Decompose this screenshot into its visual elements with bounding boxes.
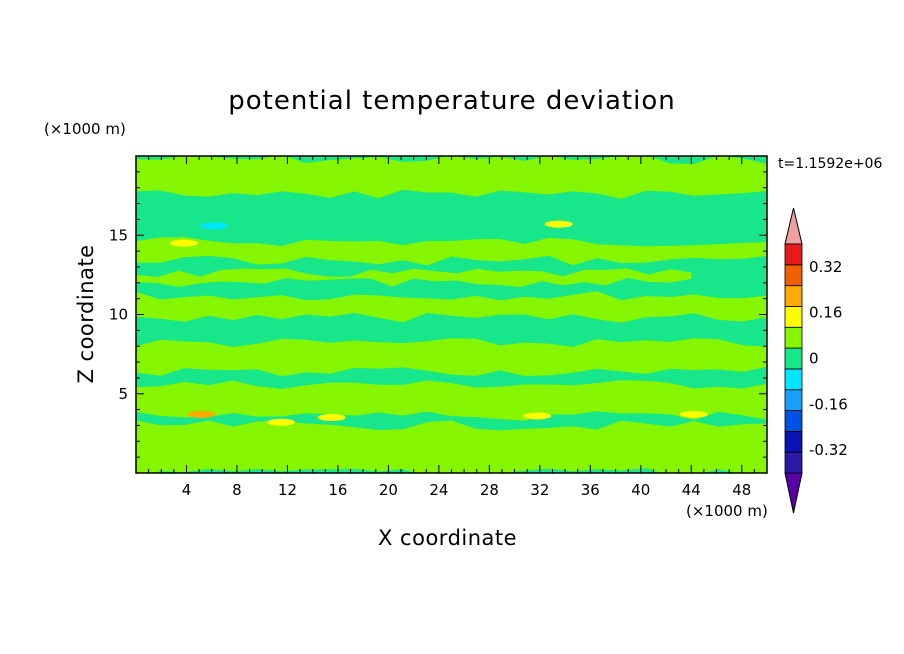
contour-hotspot	[187, 410, 216, 418]
x-tick-label: 36	[581, 481, 600, 499]
x-axis-ticks: 4 8 12 16 20 24 28 32 36 40 44 48	[148, 156, 755, 499]
contour-fills	[136, 156, 767, 473]
colorbar-box	[784, 451, 803, 474]
contour-hotspot	[679, 410, 708, 418]
contour-band	[136, 291, 767, 323]
x-tick-label: 40	[631, 481, 650, 499]
contour-hotspot	[200, 222, 229, 230]
contour-band	[136, 380, 767, 421]
x-tick-label: 44	[682, 481, 701, 499]
y-axis-label: Z coordinate	[74, 244, 98, 384]
contour-hotspot	[317, 414, 346, 422]
colorbar-box	[784, 430, 803, 453]
chart-title: potential temperature deviation	[228, 86, 676, 116]
colorbar-box	[784, 264, 803, 287]
x-axis-label: X coordinate	[378, 526, 518, 550]
x-tick-label: 16	[328, 481, 347, 499]
x-axis-unit: (×1000 m)	[686, 502, 768, 520]
colorbar-label: -0.32	[809, 441, 848, 459]
contour-band	[136, 338, 767, 377]
x-tick-label: 48	[732, 481, 751, 499]
y-tick-label: 10	[109, 306, 128, 324]
colorbar-box	[784, 368, 803, 391]
x-tick-label: 8	[232, 481, 242, 499]
x-tick-label: 28	[480, 481, 499, 499]
colorbar-box	[784, 326, 803, 349]
y-tick-label: 15	[109, 226, 128, 244]
colorbar-box	[784, 306, 803, 328]
colorbar-label: 0.16	[809, 304, 842, 322]
colorbar-label: 0	[809, 350, 819, 368]
colorbar-arrow-bottom	[784, 472, 803, 514]
x-tick-label: 20	[379, 481, 398, 499]
colorbar-box	[784, 347, 803, 370]
colorbar-label: -0.16	[809, 395, 848, 413]
z-axis-unit: (×1000 m)	[44, 120, 126, 138]
x-tick-label: 12	[278, 481, 297, 499]
x-tick-label: 32	[530, 481, 549, 499]
x-tick-label: 4	[182, 481, 192, 499]
colorbar-arrow-top	[784, 207, 803, 245]
contour-band	[136, 237, 767, 266]
colorbar-box	[784, 410, 803, 432]
y-tick-label: 5	[118, 385, 128, 403]
contour-hotspot	[523, 412, 552, 420]
colorbar-label: 0.32	[809, 258, 842, 276]
contour-hotspot	[169, 239, 198, 247]
contour-band	[136, 420, 767, 473]
x-tick-label: 24	[429, 481, 448, 499]
contour-band	[136, 268, 692, 288]
contour-band	[136, 156, 767, 199]
colorbar-box	[784, 285, 803, 307]
y-axis-ticks: 5 10 15	[109, 171, 767, 458]
contour-hotspot	[544, 220, 573, 228]
contour-hotspot	[267, 418, 296, 426]
time-label: t=1.1592e+06	[778, 156, 883, 172]
colorbar-box	[784, 243, 803, 266]
colorbar: -0.32 -0.16 0 0.16 0.32	[784, 207, 848, 514]
colorbar-box	[784, 389, 803, 411]
